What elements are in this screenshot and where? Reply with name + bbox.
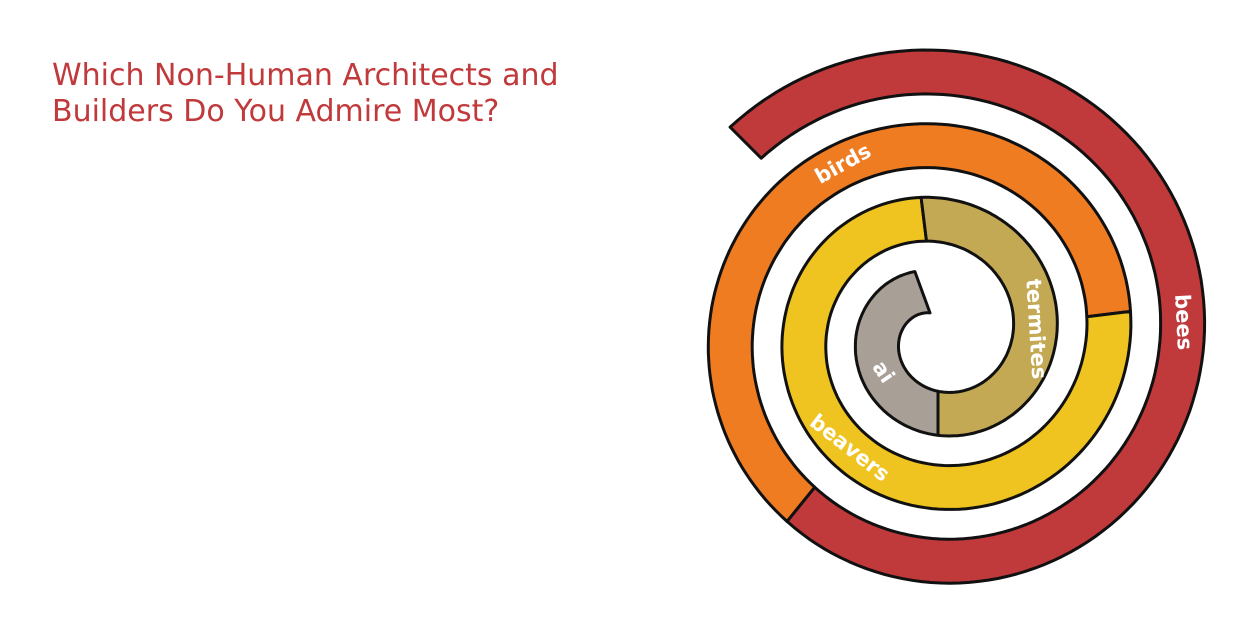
segment-label: bees xyxy=(1170,294,1197,351)
spiral-segment xyxy=(853,270,940,437)
chart-title: Which Non-Human Architects and Builders … xyxy=(52,58,559,129)
